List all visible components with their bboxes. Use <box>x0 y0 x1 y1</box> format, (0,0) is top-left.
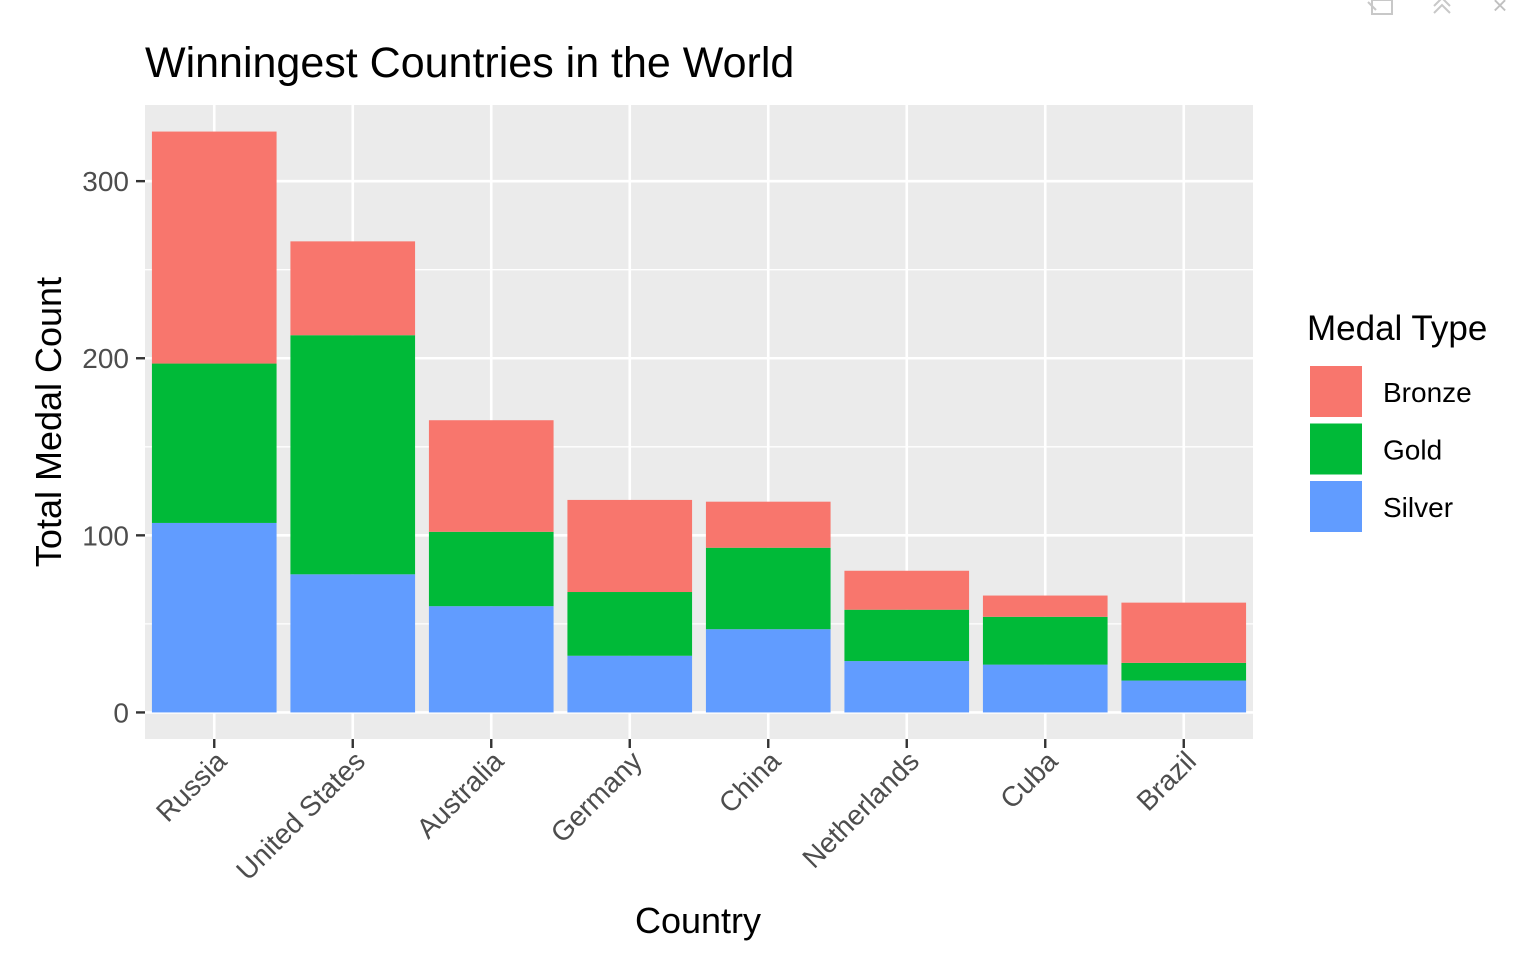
popout-icon[interactable] <box>1367 0 1393 15</box>
y-tick-label: 0 <box>113 697 129 728</box>
bar-gold-cuba <box>982 616 1108 665</box>
bar-bronze-australia <box>428 420 554 532</box>
y-axis-label: Total Medal Count <box>28 277 69 567</box>
bar-silver-australia <box>428 606 554 713</box>
bar-bronze-cuba <box>982 595 1108 617</box>
x-tick-label: Russia <box>150 745 233 828</box>
legend-swatch-gold <box>1310 423 1362 475</box>
bar-silver-germany <box>567 655 693 713</box>
bar-silver-brazil <box>1121 680 1247 713</box>
x-tick-label: Germany <box>545 745 648 848</box>
close-icon[interactable]: × <box>1492 0 1507 20</box>
bar-silver-netherlands <box>844 661 970 713</box>
legend-label-gold: Gold <box>1383 435 1442 466</box>
bar-bronze-russia <box>151 131 277 364</box>
legend-label-bronze: Bronze <box>1383 377 1472 408</box>
chart-title: Winningest Countries in the World <box>145 39 794 87</box>
bar-gold-russia <box>151 363 277 523</box>
legend-swatch-bronze <box>1310 366 1362 417</box>
x-tick-label: Cuba <box>994 745 1064 815</box>
x-axis-label: Country <box>635 900 761 941</box>
collapse-icon[interactable] <box>1433 0 1451 14</box>
x-tick-label: China <box>713 745 787 819</box>
x-tick-label: Netherlands <box>796 745 925 874</box>
y-tick-label: 300 <box>82 166 129 197</box>
window-controls: × <box>1367 0 1508 20</box>
bar-gold-china <box>705 547 831 630</box>
y-tick-label: 100 <box>82 520 129 551</box>
bar-bronze-china <box>705 501 831 548</box>
bar-gold-netherlands <box>844 609 970 662</box>
y-tick-label: 200 <box>82 343 129 374</box>
bar-gold-brazil <box>1121 662 1247 681</box>
bar-bronze-united-states <box>290 241 416 336</box>
bar-gold-australia <box>428 531 554 607</box>
bar-silver-russia <box>151 522 277 713</box>
bar-silver-cuba <box>982 664 1108 713</box>
bar-bronze-brazil <box>1121 602 1247 663</box>
bar-silver-china <box>705 629 831 713</box>
bar-silver-united-states <box>290 574 416 713</box>
bar-gold-united-states <box>290 335 416 575</box>
bar-bronze-netherlands <box>844 570 970 610</box>
legend-label-silver: Silver <box>1383 492 1453 523</box>
legend-swatch-silver <box>1310 481 1362 532</box>
bar-bronze-germany <box>567 499 693 593</box>
bars <box>151 131 1247 713</box>
legend-title: Medal Type <box>1307 309 1487 348</box>
bar-gold-germany <box>567 592 693 656</box>
legend: Medal Type Bronze Gold Silver <box>1307 309 1487 534</box>
x-tick-label: Brazil <box>1131 745 1202 816</box>
x-tick-label: United States <box>230 745 371 886</box>
x-tick-label: Australia <box>411 745 510 844</box>
